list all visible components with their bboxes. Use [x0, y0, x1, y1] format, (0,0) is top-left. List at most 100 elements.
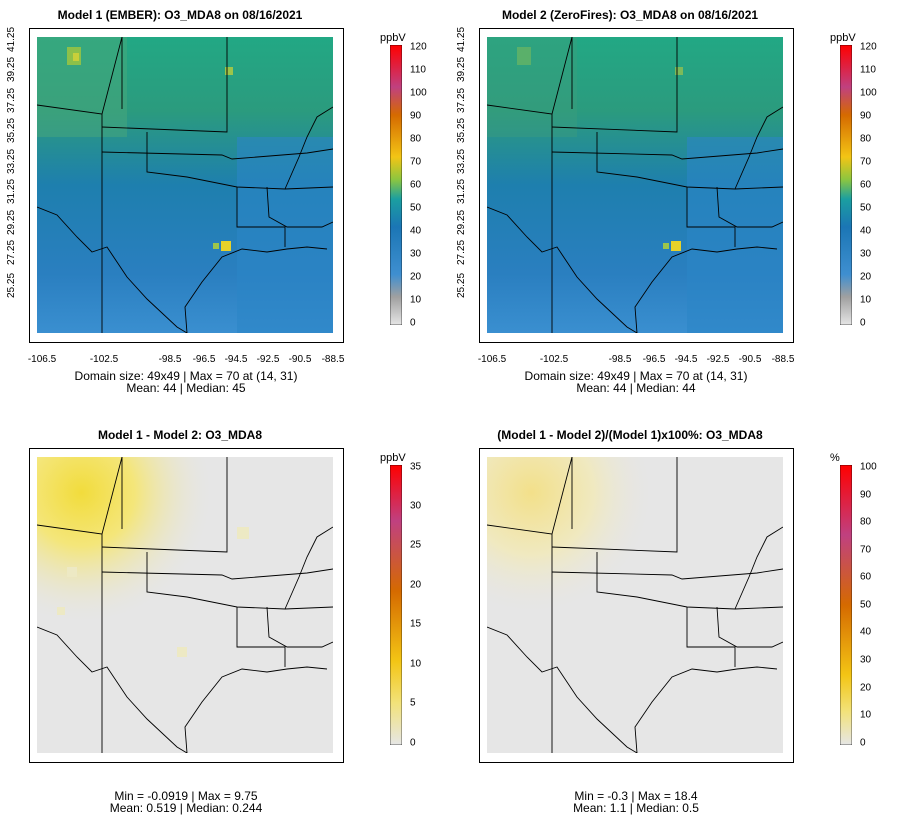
colorbar-label: 30 [410, 248, 422, 260]
panel-title: (Model 1 - Model 2)/(Model 1)x100%: O3_M… [497, 428, 763, 442]
y-tick: 37.25 [6, 87, 17, 113]
y-tick: 39.25 [456, 56, 467, 82]
x-tick: -106.5 [477, 354, 507, 365]
colorbar-label: 80 [860, 516, 872, 528]
colorbar-label: 80 [410, 133, 422, 145]
colorbar-label: 60 [860, 179, 872, 191]
y-tick: 31.25 [6, 178, 17, 204]
colorbar-label: 90 [860, 489, 872, 501]
colorbar-label: 60 [860, 571, 872, 583]
colorbar-label: 20 [860, 682, 872, 694]
x-tick: -98.5 [608, 354, 632, 365]
colorbar-label: 100 [860, 461, 877, 473]
map-frame [29, 448, 344, 763]
colorbar-label: 100 [410, 87, 427, 99]
colorbar-label: 10 [860, 294, 872, 306]
map-frame [479, 28, 794, 343]
colorbar-label: 50 [860, 202, 872, 214]
y-tick: 25.25 [456, 272, 467, 298]
colorbar-label: 40 [860, 225, 872, 237]
colorbar-model1 [390, 45, 402, 325]
ozone-map-model2 [487, 37, 783, 333]
colorbar-difference [390, 465, 402, 745]
caption-line1: Domain size: 49x49 | Max = 70 at (14, 31… [524, 369, 748, 383]
colorbar-unit: ppbV [830, 32, 856, 44]
caption-line1: Min = -0.3 | Max = 18.4 [574, 789, 698, 803]
colorbar-label: 90 [860, 110, 872, 122]
colorbar-label: 20 [410, 579, 422, 591]
panel-title: Model 2 (ZeroFires): O3_MDA8 on 08/16/20… [501, 8, 759, 22]
colorbar-label: 30 [410, 500, 422, 512]
x-tick: -94.5 [224, 354, 248, 365]
colorbar-label: 0 [410, 737, 416, 749]
caption-line1: Min = -0.0919 | Max = 9.75 [114, 789, 258, 803]
colorbar-label: 30 [860, 248, 872, 260]
colorbar-label: 70 [410, 156, 422, 168]
colorbar-label: 10 [410, 294, 422, 306]
colorbar-label: 100 [860, 87, 877, 99]
colorbar-label: 80 [860, 133, 872, 145]
colorbar-label: 70 [860, 544, 872, 556]
colorbar-label: 0 [410, 317, 416, 329]
x-tick: -90.5 [738, 354, 762, 365]
y-tick: 27.25 [456, 239, 467, 265]
y-tick: 29.25 [6, 209, 17, 235]
y-tick: 41.25 [456, 26, 467, 52]
colorbar-label: 50 [860, 599, 872, 611]
colorbar-percent [840, 465, 852, 745]
colorbar-label: 60 [410, 179, 422, 191]
y-tick: 35.25 [456, 117, 467, 143]
x-tick: -98.5 [158, 354, 182, 365]
y-tick: 37.25 [456, 87, 467, 113]
colorbar-model2 [840, 45, 852, 325]
caption-line2: Mean: 1.1 | Median: 0.5 [573, 801, 699, 815]
colorbar-label: 5 [410, 697, 416, 709]
colorbar-label: 120 [410, 41, 427, 53]
x-tick: -90.5 [288, 354, 312, 365]
y-tick: 35.25 [6, 117, 17, 143]
y-tick: 41.25 [6, 26, 17, 52]
panel-model1: Model 1 (EMBER): O3_MDA8 on 08/16/2021 [0, 0, 450, 420]
panel-title: Model 1 (EMBER): O3_MDA8 on 08/16/2021 [57, 8, 303, 22]
caption-line2: Mean: 44 | Median: 45 [126, 381, 246, 395]
colorbar-label: 15 [410, 618, 422, 630]
y-tick: 25.25 [6, 272, 17, 298]
colorbar-unit: ppbV [380, 32, 406, 44]
colorbar-label: 50 [410, 202, 422, 214]
x-tick: -92.5 [706, 354, 730, 365]
caption-line1: Domain size: 49x49 | Max = 70 at (14, 31… [74, 369, 298, 383]
colorbar-label: 0 [860, 737, 866, 749]
colorbar-label: 110 [410, 64, 426, 76]
colorbar-label: 110 [860, 64, 876, 76]
colorbar-label: 10 [410, 658, 422, 670]
colorbar-label: 35 [410, 461, 422, 473]
colorbar-unit: ppbV [380, 452, 406, 464]
x-tick: -92.5 [256, 354, 280, 365]
colorbar-label: 40 [410, 225, 422, 237]
caption-line2: Mean: 0.519 | Median: 0.244 [109, 801, 263, 815]
difference-map [37, 457, 333, 753]
colorbar-label: 20 [410, 271, 422, 283]
y-tick: 27.25 [6, 239, 17, 265]
panel-difference: Model 1 - Model 2: O3_MDA8 [0, 420, 450, 840]
panel-model2: Model 2 (ZeroFires): O3_MDA8 on 08/16/20… [450, 0, 900, 420]
map-frame [29, 28, 344, 343]
y-tick: 29.25 [456, 209, 467, 235]
x-tick: -94.5 [674, 354, 698, 365]
x-tick: -96.5 [192, 354, 216, 365]
colorbar-label: 25 [410, 539, 422, 551]
x-tick: -96.5 [642, 354, 666, 365]
caption-line2: Mean: 44 | Median: 44 [576, 381, 696, 395]
x-tick: -88.5 [321, 354, 345, 365]
panel-percent-difference: (Model 1 - Model 2)/(Model 1)x100%: O3_M… [450, 420, 900, 840]
colorbar-label: 30 [860, 654, 872, 666]
y-tick: 33.25 [6, 148, 17, 174]
x-tick: -102.5 [539, 354, 569, 365]
percent-difference-map [487, 457, 783, 753]
y-tick: 39.25 [6, 56, 17, 82]
colorbar-label: 120 [860, 41, 877, 53]
panel-title: Model 1 - Model 2: O3_MDA8 [97, 428, 263, 442]
colorbar-label: 0 [860, 317, 866, 329]
colorbar-label: 20 [860, 271, 872, 283]
colorbar-label: 10 [860, 709, 872, 721]
